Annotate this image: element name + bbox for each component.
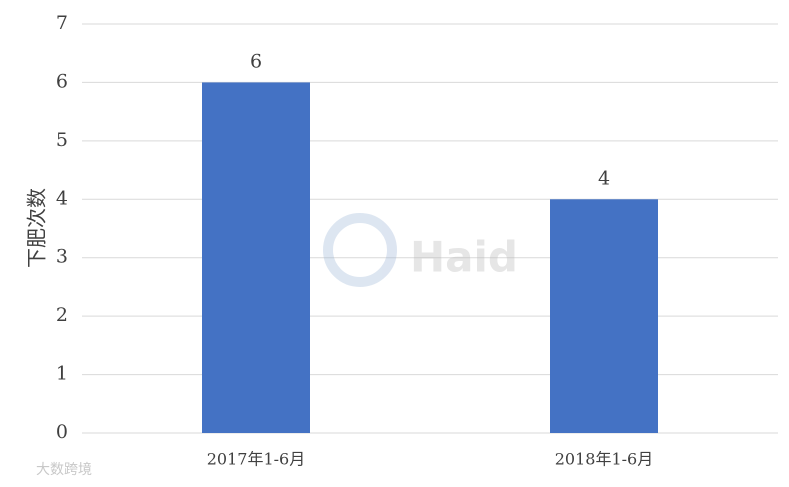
x-tick-label: 2017年1-6月: [207, 450, 306, 469]
y-tick-label: 3: [56, 246, 68, 268]
data-label: 4: [598, 167, 610, 189]
y-tick-label: 6: [56, 70, 68, 92]
y-tick-label: 2: [56, 304, 68, 326]
y-tick-label: 1: [56, 363, 68, 385]
y-tick-label: 5: [56, 129, 68, 151]
watermark: Haid: [410, 233, 518, 282]
data-label: 6: [250, 50, 262, 72]
y-tick-label: 4: [56, 187, 68, 209]
bar: [202, 82, 310, 433]
x-tick-label: 2018年1-6月: [555, 450, 654, 469]
y-tick-label: 0: [56, 421, 68, 443]
bar: [550, 199, 658, 433]
y-tick-label: 7: [56, 12, 68, 34]
logo-ring: [323, 213, 397, 287]
y-axis-label: 下肥次数: [25, 188, 49, 268]
watermark: 大数跨境: [36, 462, 92, 478]
watermark-logo: Haid: [323, 213, 518, 287]
